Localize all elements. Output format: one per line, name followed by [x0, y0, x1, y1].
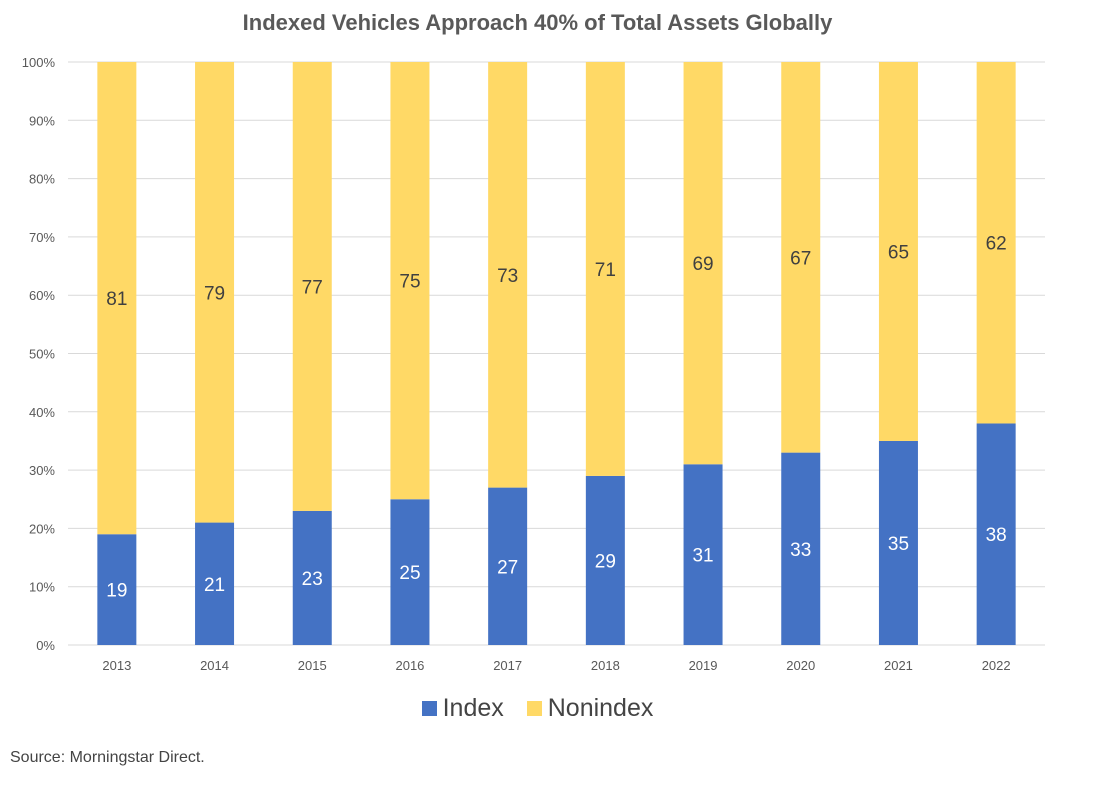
y-tick-label: 60% [29, 288, 55, 303]
bar-layer: 19 81 21 79 23 77 25 75 27 73 29 71 31 69 33 67 35 65 38 62 [97, 62, 1016, 645]
x-tick-label: 2019 [689, 658, 718, 673]
data-label-nonindex: 62 [986, 234, 1007, 255]
data-label-nonindex: 73 [497, 266, 518, 287]
x-tick-label: 2022 [982, 658, 1011, 673]
data-label-nonindex: 79 [204, 283, 225, 304]
x-tick-label: 2021 [884, 658, 913, 673]
data-label-index: 31 [692, 546, 713, 567]
legend-item-index[interactable]: Index [421, 694, 504, 723]
data-label-index: 25 [399, 563, 420, 584]
x-tick-label: 2013 [102, 658, 131, 673]
data-label-nonindex: 75 [399, 272, 420, 293]
bar-index-2021 [878, 440, 918, 645]
bar-index-2022 [976, 423, 1016, 645]
x-axis: 2013 2014 2015 2016 2017 2018 2019 2020 2021 2022 [102, 658, 1010, 673]
bar-index-2015 [292, 510, 332, 645]
x-tick-label: 2015 [298, 658, 327, 673]
data-label-nonindex: 65 [888, 242, 909, 263]
y-tick-label: 20% [29, 521, 55, 536]
data-label-index: 35 [888, 534, 909, 555]
bar-nonindex-2022 [976, 62, 1016, 424]
bar-nonindex-2016 [390, 62, 430, 500]
legend-swatch-nonindex [526, 701, 542, 716]
y-axis: 0% 10% 20% 30% 40% 50% 60% 70% 80% 90% 100% [22, 55, 56, 653]
data-label-nonindex: 81 [106, 289, 127, 310]
x-tick-label: 2020 [786, 658, 815, 673]
y-tick-label: 40% [29, 405, 55, 420]
source-note: Source: Morningstar Direct. [10, 749, 205, 766]
data-label-index: 21 [204, 575, 225, 596]
bar-nonindex-2013 [97, 62, 137, 535]
y-tick-label: 50% [29, 347, 55, 362]
bar-nonindex-2014 [195, 62, 235, 523]
data-label-nonindex: 71 [595, 260, 616, 281]
data-label-index: 38 [986, 525, 1007, 546]
bar-nonindex-2021 [878, 62, 918, 441]
bar-index-2017 [488, 487, 528, 645]
y-tick-label: 90% [29, 113, 55, 128]
bar-index-2020 [781, 452, 821, 645]
y-tick-label: 30% [29, 463, 55, 478]
x-tick-label: 2017 [493, 658, 522, 673]
bar-nonindex-2020 [781, 62, 821, 453]
legend-item-nonindex[interactable]: Nonindex [526, 694, 654, 723]
y-tick-label: 100% [22, 55, 56, 70]
bar-nonindex-2017 [488, 62, 528, 488]
y-tick-label: 10% [29, 580, 55, 595]
data-label-nonindex: 69 [692, 254, 713, 275]
chart-title: Indexed Vehicles Approach 40% of Total A… [242, 10, 833, 35]
y-tick-label: 0% [36, 638, 55, 653]
bar-index-2014 [195, 522, 235, 645]
legend: Index Nonindex [0, 694, 1075, 723]
bar-nonindex-2018 [585, 62, 625, 476]
data-label-index: 27 [497, 557, 518, 578]
data-label-index: 33 [790, 540, 811, 561]
data-label-nonindex: 77 [302, 277, 323, 298]
data-label-index: 19 [106, 581, 127, 602]
bar-nonindex-2019 [683, 62, 723, 465]
x-tick-label: 2016 [395, 658, 424, 673]
bar-index-2018 [585, 475, 625, 645]
data-label-nonindex: 67 [790, 248, 811, 269]
bar-nonindex-2015 [292, 62, 332, 511]
y-tick-label: 70% [29, 230, 55, 245]
data-label-index: 23 [302, 569, 323, 590]
bar-index-2019 [683, 464, 723, 645]
x-tick-label: 2014 [200, 658, 229, 673]
bar-index-2013 [97, 534, 137, 645]
legend-label-index: Index [442, 694, 504, 722]
bar-index-2016 [390, 499, 430, 645]
data-label-index: 29 [595, 551, 616, 572]
y-tick-label: 80% [29, 172, 55, 187]
legend-label-nonindex: Nonindex [547, 694, 654, 722]
legend-swatch-index [421, 701, 437, 716]
x-tick-label: 2018 [591, 658, 620, 673]
chart-plot: 0% 10% 20% 30% 40% 50% 60% 70% 80% 90% 100% 19 81 21… [22, 55, 1045, 673]
